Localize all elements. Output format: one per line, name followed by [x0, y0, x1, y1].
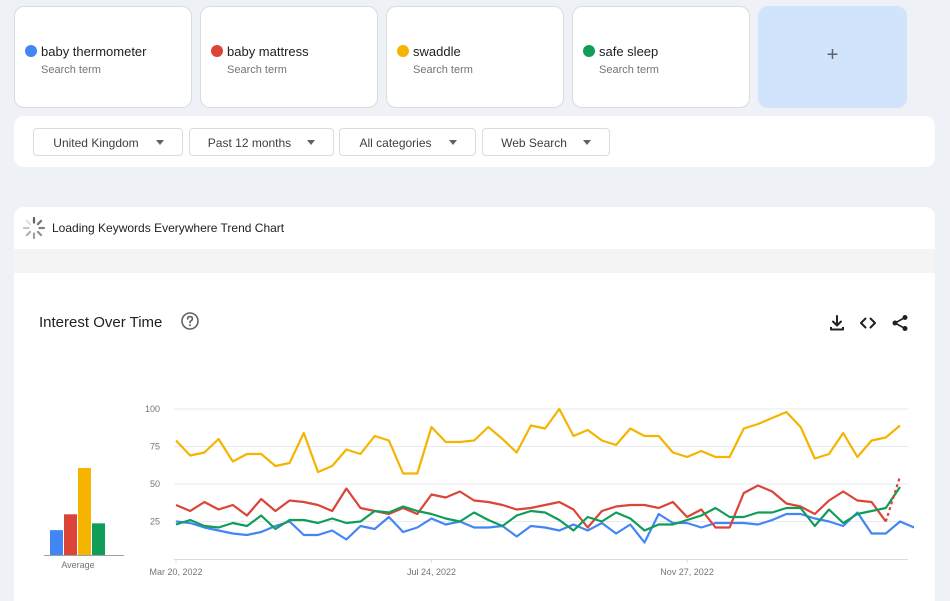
search-term-name: swaddle — [413, 44, 461, 59]
time-range-value: Past 12 months — [207, 136, 292, 150]
y-tick-25: 25 — [150, 517, 160, 527]
series-line-3 — [175, 486, 901, 532]
help-circle-icon[interactable] — [180, 311, 200, 331]
average-bar-2 — [78, 467, 91, 555]
average-bar-chart: Average — [44, 467, 124, 570]
search-term-name: baby thermometer — [41, 44, 147, 59]
caret-down-icon — [583, 140, 591, 145]
series-color-dot — [25, 45, 37, 57]
x-tick-1: Jul 24, 2022 — [407, 567, 456, 577]
average-bar-0 — [50, 530, 63, 555]
search-term-card-3[interactable]: safe sleep Search term — [572, 6, 750, 108]
search-term-type: Search term — [227, 64, 287, 76]
average-label: Average — [61, 560, 94, 570]
keywords-everywhere-loader: Loading Keywords Everywhere Trend Chart — [14, 207, 935, 247]
search-term-card-0[interactable]: baby thermometer Search term — [14, 6, 192, 108]
average-bar-3 — [92, 523, 105, 555]
share-icon[interactable] — [890, 313, 910, 333]
partial-data-segment — [884, 476, 902, 522]
caret-down-icon — [156, 140, 164, 145]
series-line-1 — [175, 484, 887, 529]
plus-icon: + — [826, 44, 839, 66]
spinner-icon — [22, 216, 46, 240]
search-term-card-1[interactable]: baby mattress Search term — [200, 6, 378, 108]
interest-panel: Loading Keywords Everywhere Trend Chart … — [14, 207, 935, 601]
loading-text: Loading Keywords Everywhere Trend Chart — [52, 221, 285, 235]
series-line-2 — [175, 407, 901, 475]
interest-over-time-chart: 25 50 75 100 Mar 20, 2022 Jul 24, 2022 Nov 27,… — [145, 404, 914, 577]
y-tick-75: 75 — [150, 442, 160, 452]
category-dropdown[interactable]: All categories — [339, 128, 476, 156]
x-tick-0: Mar 20, 2022 — [149, 567, 202, 577]
x-tick-2: Nov 27, 2022 — [660, 567, 714, 577]
code-icon[interactable] — [858, 313, 878, 333]
search-term-card-2[interactable]: swaddle Search term — [386, 6, 564, 108]
series-line-0 — [175, 511, 914, 544]
search-type-dropdown[interactable]: Web Search — [482, 128, 610, 156]
chart-placeholder-band — [14, 249, 935, 273]
y-tick-100: 100 — [145, 404, 160, 414]
series-color-dot — [583, 45, 595, 57]
search-term-name: safe sleep — [599, 44, 659, 59]
add-comparison-button[interactable]: + — [758, 6, 907, 108]
section-title: Interest Over Time — [39, 314, 163, 331]
series-color-dot — [211, 45, 223, 57]
category-value: All categories — [359, 136, 432, 150]
caret-down-icon — [307, 140, 315, 145]
search-type-value: Web Search — [501, 136, 567, 150]
series-color-dot — [397, 45, 409, 57]
search-term-type: Search term — [599, 64, 659, 76]
average-bar-1 — [64, 514, 77, 555]
filter-bar: United Kingdom Past 12 months All catego… — [14, 116, 935, 167]
search-term-type: Search term — [413, 64, 473, 76]
download-icon[interactable] — [827, 313, 847, 333]
y-tick-50: 50 — [150, 479, 160, 489]
caret-down-icon — [449, 140, 457, 145]
search-term-name: baby mattress — [227, 44, 309, 59]
region-dropdown[interactable]: United Kingdom — [33, 128, 183, 156]
search-term-type: Search term — [41, 64, 101, 76]
time-range-dropdown[interactable]: Past 12 months — [189, 128, 334, 156]
region-value: United Kingdom — [53, 136, 139, 150]
